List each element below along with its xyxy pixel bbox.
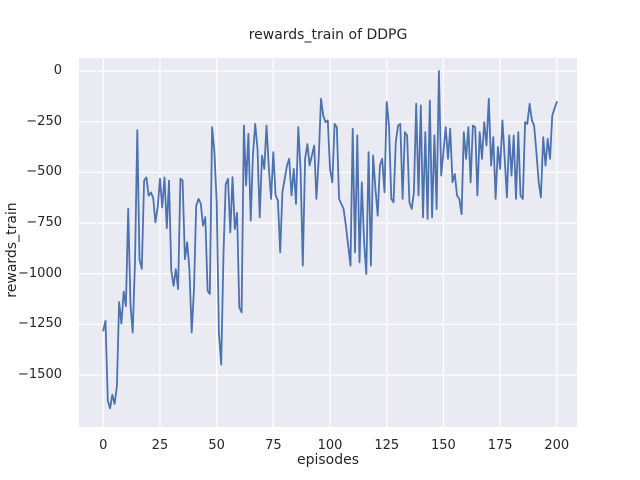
x-tick-label: 50 bbox=[208, 438, 225, 453]
y-tick-label: −1250 bbox=[18, 316, 62, 332]
y-tick-label: −250 bbox=[26, 113, 62, 129]
y-tick-label: −750 bbox=[26, 215, 62, 231]
x-axis-label: episodes bbox=[296, 452, 360, 468]
chart-title: rewards_train of DDPG bbox=[248, 27, 408, 43]
y-tick-label: −1500 bbox=[18, 367, 62, 383]
x-tick-label: 25 bbox=[151, 438, 169, 453]
y-tick-label: −1000 bbox=[18, 265, 62, 281]
x-tick-label: 200 bbox=[544, 438, 570, 453]
x-tick-label: 75 bbox=[265, 438, 282, 453]
y-tick-label: 0 bbox=[53, 62, 62, 78]
x-tick-label: 0 bbox=[99, 438, 108, 453]
x-tick-label: 100 bbox=[317, 438, 343, 453]
y-tick-label: −500 bbox=[26, 164, 62, 180]
axes-background bbox=[79, 58, 577, 427]
x-tick-label: 175 bbox=[487, 438, 513, 453]
x-tick-label: 125 bbox=[374, 438, 400, 453]
x-tick-label: 150 bbox=[431, 438, 456, 453]
reward-line bbox=[102, 70, 558, 410]
